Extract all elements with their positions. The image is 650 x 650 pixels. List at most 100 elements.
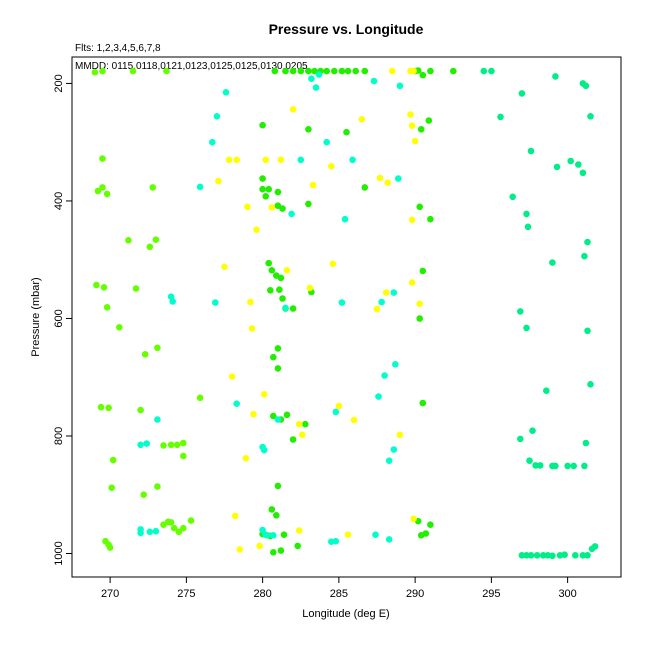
data-point xyxy=(141,351,149,358)
data-point xyxy=(106,544,114,551)
data-point xyxy=(536,462,544,469)
data-point xyxy=(416,203,424,211)
data-point xyxy=(94,187,102,195)
data-point xyxy=(376,174,384,182)
data-point xyxy=(572,552,579,559)
data-point xyxy=(370,77,378,85)
data-point xyxy=(282,304,289,312)
data-point xyxy=(385,457,393,465)
data-point xyxy=(553,163,561,171)
data-point xyxy=(524,223,532,231)
y-axis: 200 400 600 800 1000 xyxy=(53,74,72,566)
data-point xyxy=(349,156,356,164)
data-point xyxy=(262,156,270,164)
x-tick-label: 275 xyxy=(177,588,195,600)
data-point xyxy=(299,431,306,439)
data-point xyxy=(343,128,350,136)
data-point xyxy=(315,71,323,78)
data-point xyxy=(518,552,526,559)
data-point xyxy=(154,344,161,352)
data-point xyxy=(358,116,366,123)
data-point xyxy=(552,462,559,470)
data-point xyxy=(265,259,273,267)
data-point xyxy=(329,260,337,268)
data-point xyxy=(103,190,111,198)
data-point xyxy=(274,365,282,372)
data-point xyxy=(408,216,416,224)
data-point xyxy=(170,524,178,532)
data-point xyxy=(268,204,276,211)
data-point xyxy=(282,67,289,75)
data-point xyxy=(93,281,100,289)
data-point xyxy=(169,298,176,305)
x-tick-label: 280 xyxy=(253,588,271,600)
data-point xyxy=(297,67,305,75)
data-point xyxy=(295,527,303,534)
y-tick-label: 400 xyxy=(53,192,65,210)
data-point xyxy=(390,289,398,296)
data-point xyxy=(373,305,381,313)
data-point xyxy=(242,455,250,462)
data-point xyxy=(167,441,175,449)
data-point xyxy=(416,315,424,322)
data-point xyxy=(518,90,526,97)
data-point xyxy=(97,403,105,411)
data-point xyxy=(361,67,369,75)
mmdd-note: MMDD: 0115,0118,0121,0123,0125,0125,0130… xyxy=(75,61,308,72)
data-point xyxy=(99,67,106,75)
data-point xyxy=(236,546,244,553)
data-point xyxy=(143,440,150,447)
x-axis-label: Longitude (deg E) xyxy=(302,608,389,620)
data-point xyxy=(231,512,239,520)
data-point xyxy=(132,285,140,292)
data-point xyxy=(517,308,524,315)
data-point xyxy=(352,67,360,75)
data-point xyxy=(581,462,588,470)
data-point xyxy=(338,67,346,75)
data-points xyxy=(91,67,599,560)
data-point xyxy=(390,446,398,453)
data-point xyxy=(270,549,277,556)
data-point xyxy=(125,237,132,244)
data-point xyxy=(276,286,283,294)
data-point xyxy=(277,547,285,554)
data-point xyxy=(533,552,541,559)
data-point xyxy=(408,279,416,286)
data-point xyxy=(209,138,216,146)
data-point xyxy=(312,84,320,91)
data-point xyxy=(396,82,404,90)
data-point xyxy=(408,122,416,129)
data-point xyxy=(526,457,533,465)
data-point xyxy=(225,156,233,164)
data-point xyxy=(328,163,335,170)
data-point xyxy=(335,402,343,410)
data-point xyxy=(289,67,297,75)
data-point xyxy=(289,436,297,443)
data-point xyxy=(154,483,161,490)
data-point xyxy=(270,353,277,361)
plot-frame xyxy=(71,56,622,578)
data-point xyxy=(332,408,340,416)
data-point xyxy=(308,75,315,82)
data-point xyxy=(561,551,568,558)
data-point xyxy=(527,147,535,155)
data-point xyxy=(262,531,270,538)
data-point xyxy=(427,67,434,75)
data-point xyxy=(323,67,331,75)
data-point xyxy=(146,528,154,536)
data-point xyxy=(480,67,488,75)
data-point xyxy=(302,420,309,428)
data-point xyxy=(378,298,385,306)
data-point xyxy=(529,427,536,435)
x-axis: 270 275 280 285 290 295 300 xyxy=(101,577,577,600)
data-point xyxy=(381,372,388,379)
data-point xyxy=(100,284,108,291)
data-point xyxy=(384,179,392,186)
data-point xyxy=(279,295,286,302)
data-point xyxy=(549,259,556,266)
data-point xyxy=(247,298,254,306)
data-point xyxy=(91,69,99,76)
data-point xyxy=(382,289,390,296)
data-point xyxy=(274,188,282,196)
data-point xyxy=(582,439,590,447)
